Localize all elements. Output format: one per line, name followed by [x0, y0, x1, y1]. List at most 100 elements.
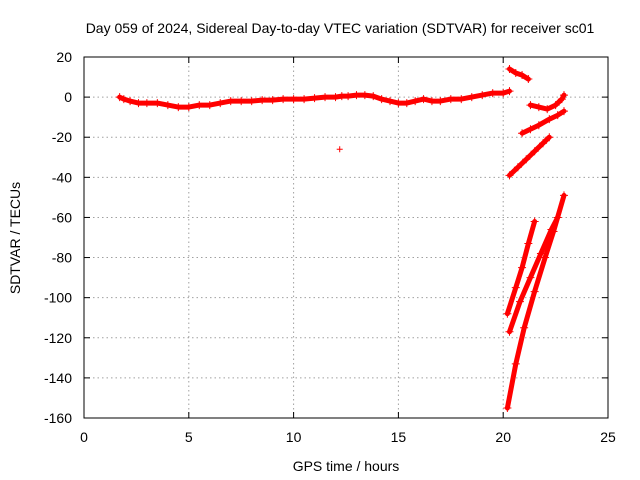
data-series — [518, 107, 568, 138]
data-series — [115, 87, 514, 112]
x-tick-label: 25 — [600, 429, 616, 445]
plus-marker — [336, 146, 343, 153]
data-point — [526, 125, 535, 134]
data-point — [505, 65, 514, 74]
data-point — [184, 103, 193, 112]
data-point — [352, 91, 361, 100]
data-point — [134, 99, 143, 108]
data-point — [258, 96, 267, 105]
axis-ticks: 0 5 10 15 20 25 20 0 -20 -40 -60 -80 -100 -120 -140 -16… — [44, 49, 616, 445]
data-series — [505, 133, 554, 180]
data-point — [237, 97, 246, 106]
y-tick-label: -40 — [52, 169, 72, 185]
data-points — [115, 65, 568, 412]
data-point — [530, 147, 539, 156]
data-point — [545, 115, 554, 124]
data-point — [344, 92, 353, 101]
data-point — [419, 95, 428, 104]
data-point — [289, 95, 298, 104]
data-point — [436, 97, 445, 106]
data-point — [119, 95, 128, 104]
data-point — [279, 95, 288, 104]
y-tick-label: -120 — [44, 330, 72, 346]
data-point — [163, 101, 172, 110]
data-point — [539, 139, 548, 148]
series-trace — [507, 134, 552, 178]
data-point — [411, 97, 420, 106]
data-point — [530, 287, 539, 296]
data-point — [541, 253, 550, 262]
x-axis-label: GPS time / hours — [293, 458, 400, 474]
data-point — [195, 101, 204, 110]
data-point — [557, 95, 566, 104]
data-point — [518, 129, 527, 138]
data-point — [153, 99, 162, 108]
data-point — [551, 101, 560, 110]
y-tick-label: -160 — [44, 410, 72, 426]
data-point — [247, 97, 256, 106]
y-tick-label: -140 — [44, 370, 72, 386]
data-point — [505, 327, 514, 336]
x-tick-label: 0 — [80, 429, 88, 445]
data-point — [499, 89, 508, 98]
data-point — [478, 91, 487, 100]
data-point — [515, 297, 524, 306]
data-point — [126, 97, 135, 106]
x-tick-label: 20 — [495, 429, 511, 445]
data-point — [142, 99, 151, 108]
data-point — [505, 171, 514, 180]
data-point — [534, 103, 543, 112]
data-point — [115, 93, 124, 102]
data-point — [522, 155, 531, 164]
y-tick-label: -20 — [52, 129, 72, 145]
data-point — [174, 103, 183, 112]
plot-frame — [83, 56, 609, 419]
y-tick-label: -80 — [52, 250, 72, 266]
data-point — [520, 323, 529, 332]
data-point — [553, 111, 562, 120]
data-point — [503, 309, 512, 318]
data-point — [526, 273, 535, 282]
data-point — [394, 99, 403, 108]
data-point — [205, 101, 214, 110]
data-point — [518, 71, 527, 80]
data-point — [310, 94, 319, 103]
series-trace — [507, 66, 531, 82]
data-point — [369, 92, 378, 101]
x-tick-label: 15 — [391, 429, 407, 445]
data-point — [360, 91, 369, 100]
data-point — [524, 75, 533, 84]
data-point — [549, 227, 558, 236]
data-point — [321, 93, 330, 102]
data-point — [505, 87, 514, 96]
data-point — [526, 101, 535, 110]
data-point — [377, 95, 386, 104]
data-point — [216, 99, 225, 108]
data-point — [543, 105, 552, 114]
data-point — [511, 283, 520, 292]
data-point — [511, 359, 520, 368]
y-tick-label: -100 — [44, 290, 72, 306]
data-point — [524, 239, 533, 248]
data-point — [226, 97, 235, 106]
data-point — [530, 217, 539, 226]
data-series — [336, 146, 343, 153]
data-point — [534, 121, 543, 130]
data-point — [402, 99, 411, 108]
x-tick-label: 5 — [185, 429, 193, 445]
data-point — [331, 93, 340, 102]
data-point — [268, 96, 277, 105]
y-axis-label: SDTVAR / TECUs — [7, 182, 23, 294]
data-series — [503, 217, 539, 318]
data-point — [467, 93, 476, 102]
data-point — [536, 249, 545, 258]
data-point — [446, 95, 455, 104]
data-series — [505, 65, 533, 84]
data-point — [545, 133, 554, 142]
data-point — [559, 91, 568, 100]
series-trace — [519, 108, 567, 136]
y-tick-label: 0 — [64, 89, 72, 105]
data-point — [488, 89, 497, 98]
